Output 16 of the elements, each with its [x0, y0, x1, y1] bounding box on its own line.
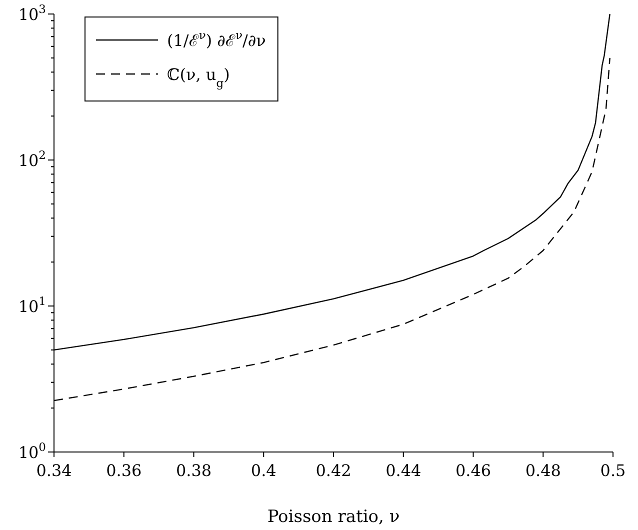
- x-tick-label: 0.46: [455, 461, 492, 480]
- y-tick-label: 10$^{2}$: [18, 148, 46, 170]
- x-tick-label: 0.42: [316, 461, 352, 480]
- y-tick-label: 10$^{1}$: [18, 294, 46, 316]
- legend-label: (1/ℰ$^{ν}$) ∂ℰ$^{ν}$/∂ν: [167, 28, 266, 50]
- x-tick-label: 0.34: [36, 461, 72, 480]
- y-tick-label: 10$^{3}$: [18, 2, 46, 24]
- x-tick-label: 0.36: [106, 461, 142, 480]
- x-tick-label: 0.44: [386, 461, 422, 480]
- x-tick-label: 0.5: [600, 461, 626, 480]
- x-tick-label: 0.38: [176, 461, 212, 480]
- x-axis-title: Poisson ratio, ν: [267, 507, 400, 527]
- y-tick-label: 10$^{0}$: [18, 440, 46, 462]
- x-tick-label: 0.48: [525, 461, 561, 480]
- x-tick-label: 0.4: [250, 461, 276, 480]
- legend-label: ℂ(ν, u$_{g}$): [167, 65, 230, 90]
